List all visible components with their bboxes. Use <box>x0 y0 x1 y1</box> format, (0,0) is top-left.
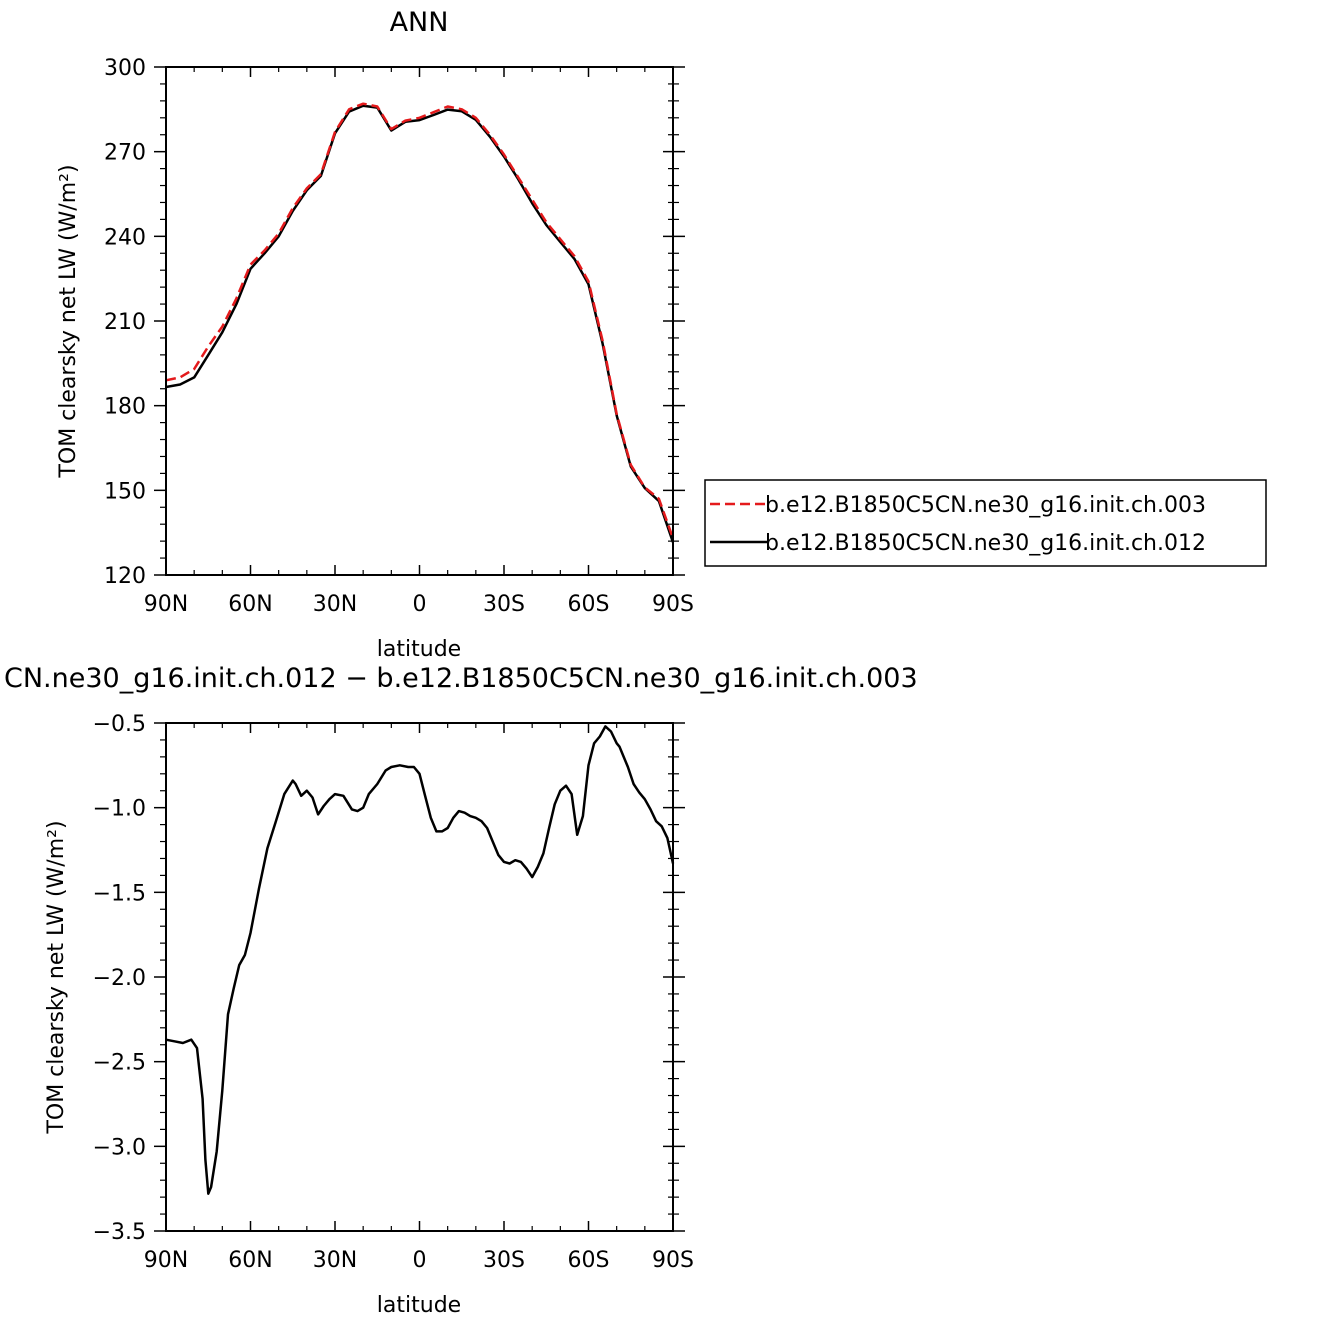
bottom-y-tick-label: −2.0 <box>93 966 146 991</box>
legend: b.e12.B1850C5CN.ne30_g16.init.ch.003 b.e… <box>704 479 1267 567</box>
top-series-line-2 <box>165 104 675 543</box>
top-x-tick-label: 90N <box>144 592 188 617</box>
bottom-x-tick-label: 60S <box>568 1248 610 1273</box>
top-y-tick-label: 210 <box>104 310 146 335</box>
top-chart-title: ANN <box>390 7 449 38</box>
bottom-y-tick-label: −2.5 <box>93 1051 146 1076</box>
top-y-tick-label: 180 <box>104 395 146 420</box>
bottom-y-tick-label: −1.5 <box>93 881 146 906</box>
top-series-lines <box>165 102 675 543</box>
legend-label-series-1: b.e12.B1850C5CN.ne30_g16.init.ch.003 <box>765 493 1206 518</box>
top-y-tick-label: 270 <box>104 141 146 166</box>
bottom-y-tick-label: −0.5 <box>93 712 146 737</box>
top-plot-frame <box>165 66 674 576</box>
bottom-x-tick-label: 30N <box>313 1248 357 1273</box>
legend-box <box>704 479 1267 567</box>
bottom-series-line-1 <box>165 725 675 1195</box>
top-panel: ANN 90N 60N 30N 0 30S 60S 90S 120 150 180 210 240 27… <box>56 7 694 662</box>
top-y-tick-label: 150 <box>104 479 146 504</box>
bottom-panel: CN.ne30_g16.init.ch.012 − b.e12.B1850C5C… <box>4 663 918 1318</box>
bottom-x-tick-label: 60N <box>228 1248 272 1273</box>
bottom-x-tick-label: 90N <box>144 1248 188 1273</box>
bottom-x-tick-label: 0 <box>413 1248 427 1273</box>
bottom-x-tick-label: 30S <box>483 1248 525 1273</box>
top-y-tick-label: 120 <box>104 564 146 589</box>
top-series-line-1 <box>165 102 675 539</box>
top-x-tick-label: 30N <box>313 592 357 617</box>
top-y-tick-label: 240 <box>104 225 146 250</box>
bottom-y-tick-label: −1.0 <box>93 797 146 822</box>
top-x-axis-label: latitude <box>377 637 461 662</box>
bottom-y-axis-label: TOM clearsky net LW (W/m²) <box>44 820 69 1134</box>
top-x-tick-label: 90S <box>652 592 694 617</box>
bottom-chart-title: CN.ne30_g16.init.ch.012 − b.e12.B1850C5C… <box>4 663 918 694</box>
legend-label-series-2: b.e12.B1850C5CN.ne30_g16.init.ch.012 <box>765 531 1206 556</box>
bottom-plot-frame <box>165 722 674 1232</box>
top-x-tick-label: 60N <box>228 592 272 617</box>
top-y-tick-label: 300 <box>104 56 146 81</box>
bottom-y-tick-label: −3.0 <box>93 1135 146 1160</box>
top-ticks: 90N 60N 30N 0 30S 60S 90S 120 150 180 210 240 270 300 <box>104 56 694 617</box>
bottom-x-axis-label: latitude <box>377 1293 461 1318</box>
bottom-x-tick-label: 90S <box>652 1248 694 1273</box>
top-x-tick-label: 0 <box>413 592 427 617</box>
top-x-tick-label: 60S <box>568 592 610 617</box>
bottom-ticks: 90N 60N 30N 0 30S 60S 90S −3.5 −3.0 −2.5 −2.0 −1.5 −… <box>93 712 694 1273</box>
bottom-y-tick-label: −3.5 <box>93 1220 146 1245</box>
top-y-axis-label: TOM clearsky net LW (W/m²) <box>56 164 81 478</box>
bottom-series-lines <box>165 725 675 1195</box>
top-x-tick-label: 30S <box>483 592 525 617</box>
